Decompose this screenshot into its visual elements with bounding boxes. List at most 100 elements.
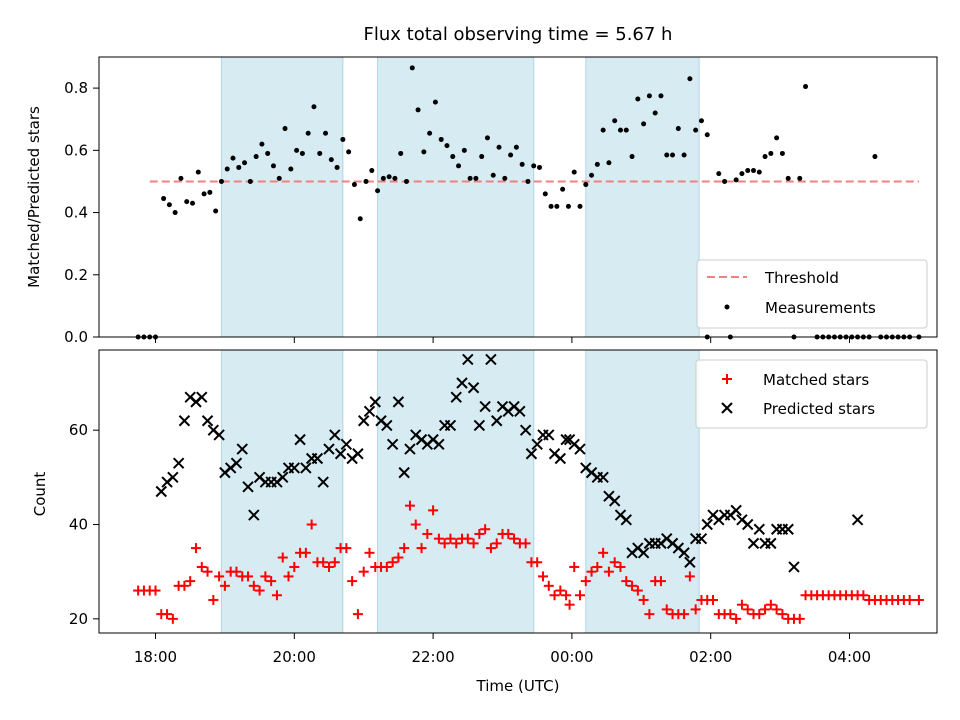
x-tick-label: 22:00	[411, 648, 454, 666]
matched-point	[433, 533, 444, 544]
matched-point	[644, 609, 655, 620]
matched-point	[416, 543, 427, 554]
count-points	[133, 353, 924, 624]
predicted-point	[467, 382, 480, 394]
x-tick-label: 04:00	[828, 648, 871, 666]
matched-legend-plus	[722, 374, 732, 384]
measurement-point	[606, 160, 612, 166]
matched-point	[381, 561, 392, 572]
x-tick-label: 18:00	[134, 648, 177, 666]
predicted-point	[363, 405, 376, 418]
shaded-band	[220, 349, 344, 634]
matched-point	[777, 609, 788, 620]
predicted-point	[742, 518, 754, 531]
measurement-point	[508, 152, 514, 158]
measurement-point	[762, 154, 768, 160]
matched-point	[266, 576, 277, 587]
matched-point	[202, 566, 213, 577]
matched-point	[179, 580, 190, 591]
measurement-point	[195, 169, 201, 175]
measurement-point	[733, 177, 739, 183]
measurement-point	[467, 175, 473, 181]
measurement-point	[265, 150, 271, 156]
predicted-point	[242, 481, 254, 493]
measurement-point	[571, 169, 577, 175]
matched-point	[248, 580, 259, 591]
predicted-point	[684, 556, 696, 568]
bottom-legend-box	[695, 359, 928, 429]
matched-point	[167, 613, 178, 624]
measurement-point	[334, 164, 340, 170]
top-legend-box	[696, 259, 928, 329]
matched-point	[243, 571, 254, 582]
predicted-point	[678, 547, 690, 559]
measurement-point	[299, 150, 305, 156]
matched-point	[904, 594, 915, 605]
measurement-point	[184, 199, 190, 205]
measurement-point	[328, 157, 334, 163]
measurement-point	[270, 163, 276, 169]
measurement-point	[236, 164, 242, 170]
predicted-point	[514, 405, 526, 418]
measurement-point	[317, 150, 323, 156]
top-y-tick-label: 0.4	[64, 204, 88, 222]
measurement-point	[542, 191, 548, 197]
measurement-point	[496, 144, 502, 150]
predicted-point	[230, 457, 243, 469]
matched-point	[162, 609, 173, 620]
measurement-point	[658, 93, 664, 99]
measurement-point	[531, 163, 537, 169]
predicted-point	[381, 419, 393, 432]
measurement-point	[403, 178, 409, 184]
chart-title: Flux total observing time = 5.67 h	[364, 24, 673, 45]
measurement-point	[617, 127, 623, 133]
matched-point	[254, 585, 265, 596]
measurement-point	[161, 196, 167, 202]
predicted-point	[620, 514, 632, 526]
matched-point	[468, 538, 479, 549]
matched-point	[794, 613, 805, 624]
matched-point	[520, 538, 531, 549]
measurement-point	[357, 216, 363, 222]
bottom-y-axis-label: Count	[31, 472, 49, 517]
measurement-point	[380, 175, 386, 181]
measurement-point	[398, 150, 404, 156]
shaded-band	[377, 56, 535, 338]
measurement-point	[594, 161, 600, 167]
matched-point	[655, 576, 666, 587]
matched-point	[537, 571, 548, 582]
measurement-point	[797, 175, 803, 181]
matched-point	[324, 561, 334, 572]
matched-point	[661, 604, 672, 615]
measurement-point	[646, 93, 652, 99]
measurement-point	[600, 127, 606, 133]
measurement-point	[409, 65, 415, 71]
shaded-band	[220, 56, 344, 338]
x-tick-label: 00:00	[550, 648, 593, 666]
predicted-point	[236, 443, 248, 455]
predicted-point	[450, 391, 462, 403]
matched-point	[364, 547, 375, 558]
predicted-point	[531, 438, 543, 451]
measurement-point	[427, 130, 433, 136]
measurement-point	[745, 168, 751, 174]
predicted-point	[765, 537, 777, 550]
matched-point	[347, 576, 358, 587]
matched-point	[329, 557, 340, 568]
measurement-point	[213, 208, 219, 214]
predicted-point	[444, 419, 457, 432]
predicted-point	[277, 471, 289, 484]
matched-point	[219, 580, 230, 591]
matched-point	[627, 580, 638, 591]
measurement-point	[386, 174, 392, 180]
measurement-point	[513, 144, 519, 150]
measurement-point	[750, 168, 756, 174]
matched-point	[725, 609, 736, 620]
matched-point	[404, 500, 415, 511]
predicted-point	[782, 523, 794, 535]
predicted-point	[560, 433, 572, 446]
top-x-ticks	[155, 337, 850, 343]
predicted-point	[479, 400, 491, 413]
measurement-point	[242, 160, 248, 166]
measurement-point	[201, 191, 207, 197]
